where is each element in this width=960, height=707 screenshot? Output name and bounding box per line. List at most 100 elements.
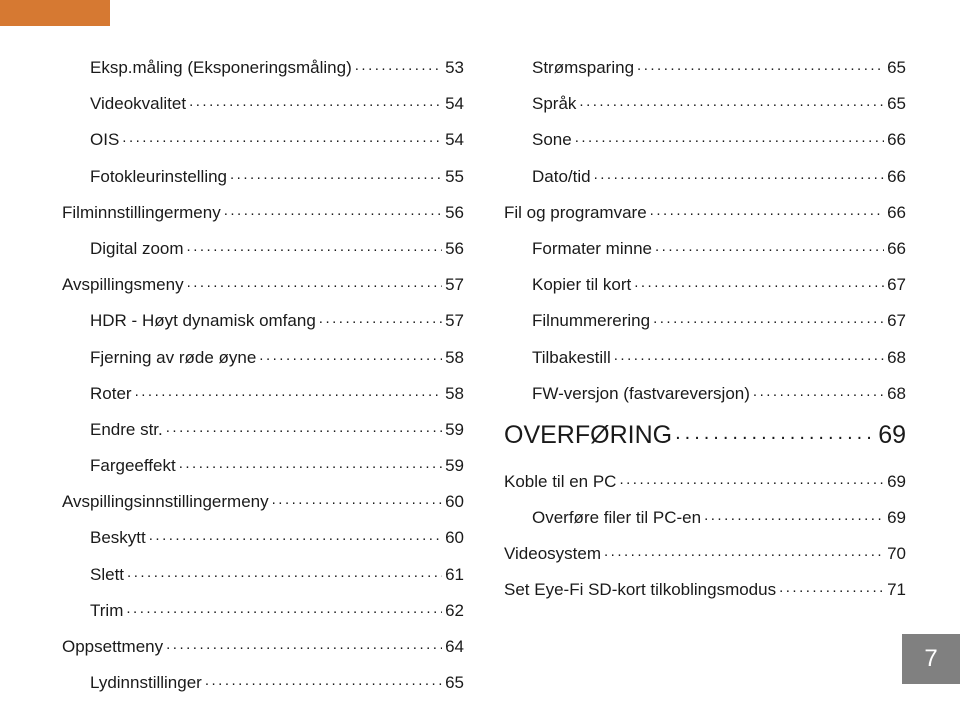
toc-entry-label: HDR - Høyt dynamisk omfang <box>90 312 316 329</box>
toc-entry-label: Dato/tid <box>532 168 591 185</box>
toc-leader-dots <box>319 309 442 326</box>
toc-entry[interactable]: FW-versjon (fastvareversjon)68 <box>504 382 906 402</box>
toc-entry[interactable]: Fjerning av røde øyne58 <box>62 346 464 366</box>
toc-entry-page: 65 <box>445 674 464 691</box>
toc-entry-label: Beskytt <box>90 529 146 546</box>
toc-entry-page: 69 <box>887 473 906 490</box>
toc-entry-page: 65 <box>887 59 906 76</box>
toc-left-column: Eksp.måling (Eksponeringsmåling)53 Videok… <box>62 56 464 707</box>
toc-entry-page: 66 <box>887 204 906 221</box>
toc-entry[interactable]: Kopier til kort 67 <box>504 273 906 293</box>
toc-entry-label: Trim <box>90 602 123 619</box>
toc-entry-page: 60 <box>445 493 464 510</box>
toc-entry[interactable]: Overføre filer til PC-en 69 <box>504 506 906 526</box>
toc-entry-page: 70 <box>887 545 906 562</box>
toc-entry[interactable]: Slett61 <box>62 563 464 583</box>
toc-entry-label: Overføre filer til PC-en <box>532 509 701 526</box>
toc-entry[interactable]: Avspillingsmeny57 <box>62 273 464 293</box>
toc-leader-dots <box>704 506 884 523</box>
toc-leader-dots <box>619 470 884 487</box>
toc-entry[interactable]: Formater minne66 <box>504 237 906 257</box>
toc-entry[interactable]: Digital zoom 56 <box>62 237 464 257</box>
toc-leader-dots <box>166 635 442 652</box>
toc-leader-dots <box>127 563 442 580</box>
toc-leader-dots <box>653 309 884 326</box>
toc-entry-page: 62 <box>445 602 464 619</box>
toc-entry-page: 65 <box>887 95 906 112</box>
toc-entry-page: 56 <box>445 240 464 257</box>
toc-entry-page: 69 <box>887 509 906 526</box>
toc-entry[interactable]: OVERFØRING69 <box>504 418 906 448</box>
toc-entry[interactable]: Endre str. 59 <box>62 418 464 438</box>
toc-entry-page: 59 <box>445 421 464 438</box>
toc-entry-label: Fil og programvare <box>504 204 647 221</box>
toc-entry[interactable]: Beskytt 60 <box>62 526 464 546</box>
toc-leader-dots <box>149 526 442 543</box>
toc-entry-label: Formater minne <box>532 240 652 257</box>
toc-entry-page: 64 <box>445 638 464 655</box>
toc-entry[interactable]: Fotokleurinstelling55 <box>62 165 464 185</box>
toc-entry-page: 56 <box>445 204 464 221</box>
toc-entry-label: Avspillingsinnstillingermeny <box>62 493 269 510</box>
toc-leader-dots <box>779 578 884 595</box>
toc-leader-dots <box>614 346 884 363</box>
toc-entry[interactable]: HDR - Høyt dynamisk omfang57 <box>62 309 464 329</box>
toc-entry-page: 68 <box>887 385 906 402</box>
toc-leader-dots <box>594 165 884 182</box>
toc-entry-label: Eksp.måling (Eksponeringsmåling) <box>90 59 352 76</box>
toc-entry[interactable]: Filnummerering67 <box>504 309 906 329</box>
toc-entry-page: 59 <box>445 457 464 474</box>
toc-leader-dots <box>575 128 884 145</box>
toc-entry[interactable]: Oppsettmeny64 <box>62 635 464 655</box>
toc-entry-page: 67 <box>887 312 906 329</box>
toc-entry[interactable]: Set Eye-Fi SD-kort tilkoblingsmodus71 <box>504 578 906 598</box>
toc-leader-dots <box>604 542 884 559</box>
toc-entry-label: Set Eye-Fi SD-kort tilkoblingsmodus <box>504 581 776 598</box>
toc-entry[interactable]: Videokvalitet54 <box>62 92 464 112</box>
toc-entry-page: 54 <box>445 95 464 112</box>
toc-leader-dots <box>637 56 884 73</box>
toc-entry-label: Endre str. <box>90 421 163 438</box>
toc-entry-label: Fotokleurinstelling <box>90 168 227 185</box>
toc-entry[interactable]: Filminnstillingermeny56 <box>62 201 464 221</box>
toc-entry-page: 60 <box>445 529 464 546</box>
toc-entry-label: Koble til en PC <box>504 473 616 490</box>
toc-entry-page: 68 <box>887 349 906 366</box>
toc-leader-dots <box>187 237 443 254</box>
toc-leader-dots <box>655 237 884 254</box>
toc-leader-dots <box>179 454 442 471</box>
toc-entry[interactable]: Trim 62 <box>62 599 464 619</box>
toc-entry[interactable]: Fargeeffekt59 <box>62 454 464 474</box>
toc-entry[interactable]: Sone66 <box>504 128 906 148</box>
toc-leader-dots <box>135 382 443 399</box>
toc-leader-dots <box>230 165 442 182</box>
toc-entry[interactable]: Lydinnstillinger 65 <box>62 671 464 691</box>
toc-entry-label: Tilbakestill <box>532 349 611 366</box>
toc-entry-label: Kopier til kort <box>532 276 631 293</box>
toc-entry[interactable]: Videosystem70 <box>504 542 906 562</box>
toc-entry-page: 67 <box>887 276 906 293</box>
toc-leader-dots <box>205 671 442 688</box>
toc-entry[interactable]: Strømsparing65 <box>504 56 906 76</box>
toc-entry-label: Roter <box>90 385 132 402</box>
toc-entry-label: Språk <box>532 95 576 112</box>
toc-entry[interactable]: Roter 58 <box>62 382 464 402</box>
toc-entry[interactable]: Tilbakestill 68 <box>504 346 906 366</box>
toc-leader-dots <box>126 599 442 616</box>
toc-entry-label: Fjerning av røde øyne <box>90 349 256 366</box>
toc-leader-dots <box>166 418 442 435</box>
toc-entry-label: Digital zoom <box>90 240 184 257</box>
toc-leader-dots <box>579 92 884 109</box>
toc-entry[interactable]: Fil og programvare 66 <box>504 201 906 221</box>
toc-entry-label: Slett <box>90 566 124 583</box>
toc-leader-dots <box>355 56 442 73</box>
toc-entry[interactable]: Språk 65 <box>504 92 906 112</box>
toc-entry[interactable]: OIS54 <box>62 128 464 148</box>
toc-entry[interactable]: Avspillingsinnstillingermeny 60 <box>62 490 464 510</box>
toc-entry-label: Lydinnstillinger <box>90 674 202 691</box>
toc-entry[interactable]: Dato/tid66 <box>504 165 906 185</box>
toc-entry-page: 58 <box>445 385 464 402</box>
toc-entry[interactable]: Koble til en PC 69 <box>504 470 906 490</box>
toc-entry-label: Avspillingsmeny <box>62 276 184 293</box>
toc-entry[interactable]: Eksp.måling (Eksponeringsmåling)53 <box>62 56 464 76</box>
